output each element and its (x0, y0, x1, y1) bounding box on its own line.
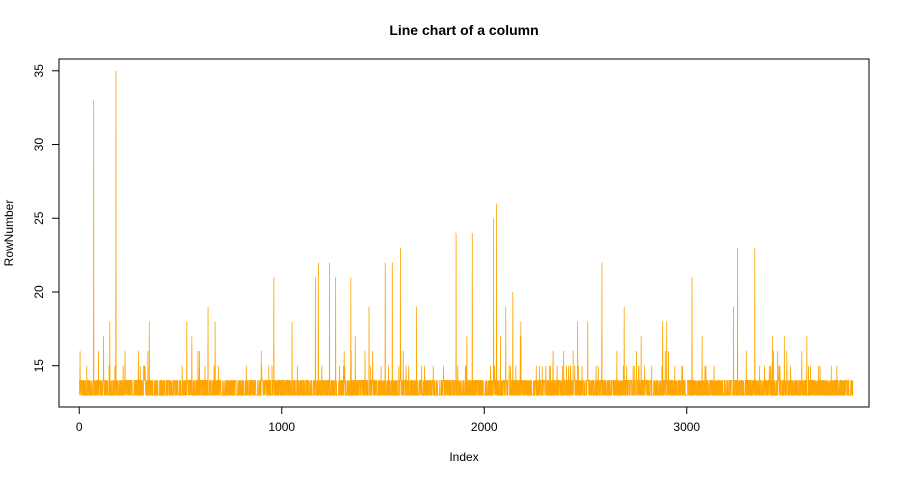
y-axis-label: RowNumber (2, 200, 16, 267)
x-tick-label: 1000 (268, 420, 295, 434)
y-tick-label: 35 (32, 64, 46, 78)
x-axis: 0 1000 2000 3000 (76, 406, 700, 434)
series-line (79, 70, 854, 396)
y-tick-label: 20 (32, 285, 46, 299)
y-tick-label: 25 (32, 211, 46, 225)
plot-area (79, 70, 854, 396)
plot-frame (58, 58, 870, 408)
x-tick-label: 0 (76, 420, 83, 434)
x-axis-label: Index (449, 450, 478, 464)
x-tick-label: 2000 (471, 420, 498, 434)
chart-title: Line chart of a column (389, 22, 538, 38)
x-tick-label: 3000 (673, 420, 700, 434)
y-tick-label: 30 (32, 138, 46, 152)
y-axis: 15 20 25 30 35 (32, 64, 60, 373)
y-tick-label: 15 (32, 359, 46, 373)
